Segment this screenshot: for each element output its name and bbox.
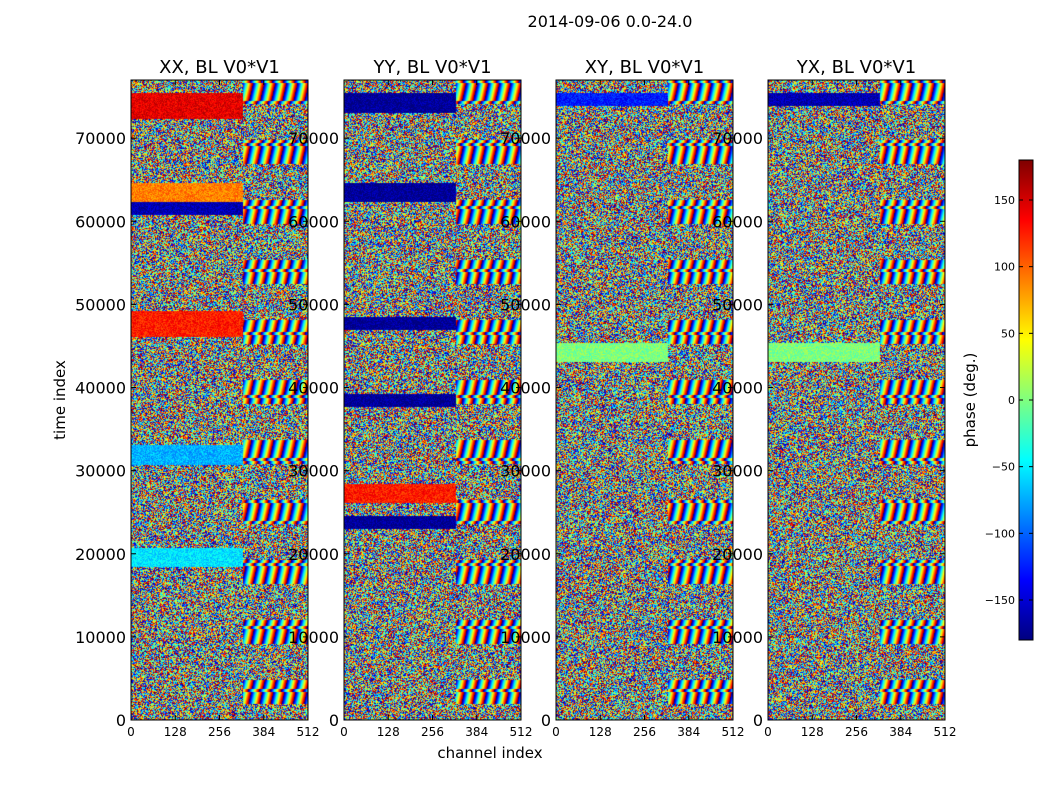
- figure-suptitle: 2014-09-06 0.0-24.0: [527, 12, 693, 31]
- panel-title: XY, BL V0*V1: [585, 57, 704, 78]
- y-tick-label: 40000: [288, 379, 339, 398]
- y-tick-label: 70000: [500, 129, 551, 148]
- x-tick-label: 128: [164, 725, 187, 739]
- y-tick-label: 40000: [712, 379, 763, 398]
- y-tick-label: 30000: [288, 462, 339, 481]
- panel-title: YX, BL V0*V1: [796, 57, 916, 78]
- y-tick-label: 40000: [500, 379, 551, 398]
- y-tick-label: 10000: [75, 628, 126, 647]
- x-axis-label: channel index: [437, 744, 542, 762]
- colorbar: −150 −100 −50 0 50 100 150: [985, 159, 1034, 641]
- y-tick-label: 20000: [712, 545, 763, 564]
- y-tick-label: 70000: [75, 129, 126, 148]
- colorbar-tick-label: 100: [994, 261, 1015, 274]
- y-tick-label: 0: [116, 711, 126, 730]
- x-tick-label: 512: [722, 725, 745, 739]
- y-tick-label: 60000: [500, 212, 551, 231]
- x-tick-label: 384: [677, 725, 700, 739]
- panel-xy: XY, BL V0*V1 0 128 256 384 512 0 10000 20000 3000…: [500, 57, 744, 739]
- y-tick-label: 0: [753, 711, 763, 730]
- y-tick-label: 60000: [288, 212, 339, 231]
- x-tick-label: 384: [889, 725, 912, 739]
- y-tick-label: 0: [541, 711, 551, 730]
- x-tick-label: 256: [633, 725, 656, 739]
- heatmap-panels: XX, BL V0*V1 0 128 256 384 512 0 10000 20000 3000…: [75, 57, 956, 739]
- x-tick-label: 384: [252, 725, 275, 739]
- colorbar-label: phase (deg.): [961, 353, 979, 448]
- y-tick-label: 30000: [75, 462, 126, 481]
- y-tick-label: 20000: [288, 545, 339, 564]
- y-tick-label: 30000: [712, 462, 763, 481]
- x-tick-label: 256: [421, 725, 444, 739]
- panel-title: XX, BL V0*V1: [159, 57, 280, 78]
- x-tick-label: 512: [510, 725, 533, 739]
- panel-xx: XX, BL V0*V1 0 128 256 384 512 0 10000 20000 3000…: [75, 57, 319, 739]
- y-tick-label: 20000: [500, 545, 551, 564]
- x-tick-label: 128: [801, 725, 824, 739]
- x-tick-label: 512: [297, 725, 320, 739]
- y-tick-label: 70000: [712, 129, 763, 148]
- y-tick-label: 10000: [288, 628, 339, 647]
- panel-title: YY, BL V0*V1: [372, 57, 491, 78]
- y-tick-label: 30000: [500, 462, 551, 481]
- y-tick-label: 0: [329, 711, 339, 730]
- colorbar-tick-label: 150: [994, 194, 1015, 207]
- colorbar-tick-label: 0: [1008, 394, 1015, 407]
- x-tick-label: 512: [934, 725, 957, 739]
- x-tick-label: 256: [845, 725, 868, 739]
- y-tick-label: 50000: [288, 295, 339, 314]
- heatmap-yy: [344, 80, 521, 720]
- colorbar-tick-label: 50: [1001, 327, 1015, 340]
- y-tick-label: 60000: [712, 212, 763, 231]
- y-tick-label: 50000: [712, 295, 763, 314]
- colorbar-tick-label: −150: [985, 594, 1015, 607]
- x-tick-label: 0: [552, 725, 560, 739]
- x-tick-label: 0: [764, 725, 772, 739]
- y-tick-label: 70000: [288, 129, 339, 148]
- y-tick-label: 20000: [75, 545, 126, 564]
- y-axis-label: time index: [51, 360, 69, 440]
- y-tick-label: 10000: [500, 628, 551, 647]
- x-tick-label: 256: [208, 725, 231, 739]
- colorbar-tick-label: −50: [992, 461, 1015, 474]
- heatmap-yx: [768, 80, 945, 720]
- x-tick-label: 128: [377, 725, 400, 739]
- colorbar-tick-label: −100: [985, 527, 1015, 540]
- panel-yy: YY, BL V0*V1 0 128 256 384 512 0 10000 20000 3000…: [288, 57, 532, 739]
- y-tick-label: 50000: [500, 295, 551, 314]
- y-tick-label: 50000: [75, 295, 126, 314]
- panel-yx: YX, BL V0*V1 0 128 256 384 512 0 10000 20000 3000…: [712, 57, 956, 739]
- y-tick-label: 10000: [712, 628, 763, 647]
- x-tick-label: 384: [465, 725, 488, 739]
- y-tick-label: 40000: [75, 379, 126, 398]
- x-tick-label: 128: [589, 725, 612, 739]
- x-tick-label: 0: [340, 725, 348, 739]
- heatmap-xx: [131, 80, 308, 720]
- x-tick-label: 0: [127, 725, 135, 739]
- y-tick-label: 60000: [75, 212, 126, 231]
- heatmap-xy: [556, 80, 733, 720]
